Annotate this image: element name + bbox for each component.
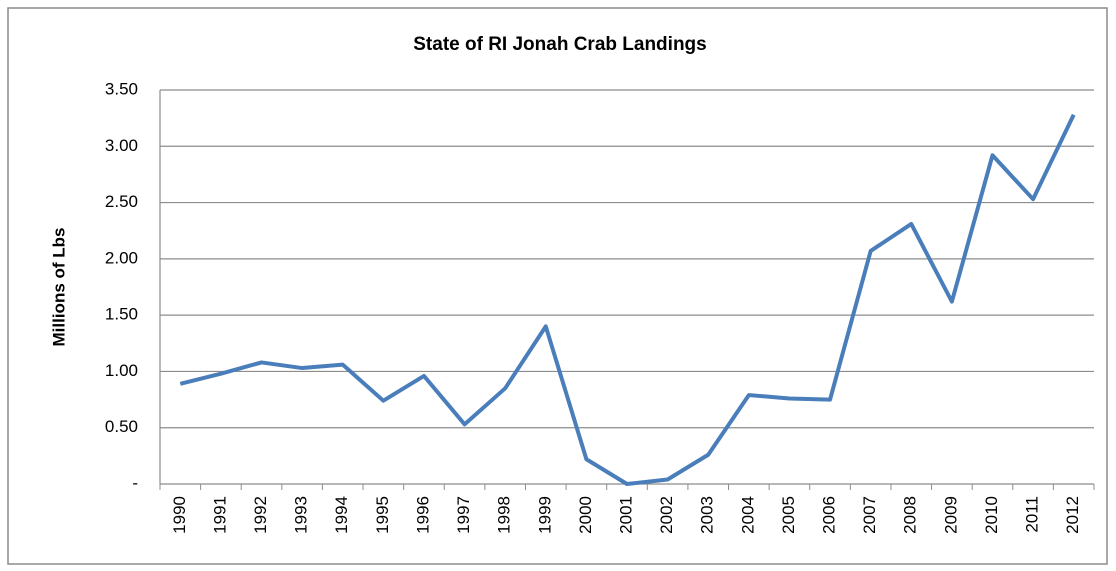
x-tick-label: 2000	[576, 496, 595, 534]
y-tick-label: -	[132, 473, 138, 492]
y-tick-label: 2.50	[105, 192, 138, 211]
y-axis-title: Millions of Lbs	[49, 228, 68, 347]
x-tick-label: 2003	[698, 496, 717, 534]
x-tick-label: 2011	[1023, 496, 1042, 533]
x-tick-label: 2006	[820, 496, 839, 534]
x-tick-label: 1994	[332, 496, 351, 534]
x-tick-label: 2008	[901, 496, 920, 534]
x-tick-label: 2012	[1063, 496, 1082, 534]
x-tick-label: 2009	[941, 496, 960, 534]
y-tick-label: 2.00	[105, 248, 138, 267]
x-tick-label: 1995	[373, 496, 392, 534]
chart-title: State of RI Jonah Crab Landings	[413, 34, 706, 55]
y-tick-label: 3.00	[105, 136, 138, 155]
y-tick-label: 3.50	[105, 79, 138, 98]
x-tick-label: 1990	[170, 496, 189, 534]
x-tick-label: 2001	[616, 496, 635, 534]
x-tick-label: 1999	[535, 496, 554, 534]
x-tick-label: 2010	[982, 496, 1001, 534]
x-tick-label: 1992	[251, 496, 270, 534]
data-line	[179, 113, 1076, 486]
x-tick-label: 2007	[860, 496, 879, 534]
x-tick-label: 1991	[210, 496, 229, 534]
x-tick-label: 1993	[292, 496, 311, 534]
y-tick-label: 1.00	[105, 361, 138, 380]
x-tick-label: 1997	[454, 496, 473, 534]
x-tick-label: 2005	[779, 496, 798, 534]
x-tick-label: 1998	[495, 496, 514, 534]
x-tick-label: 1996	[413, 496, 432, 534]
x-tick-label: 2004	[738, 496, 757, 534]
y-tick-label: 1.50	[105, 305, 138, 324]
chart-frame	[7, 7, 1108, 565]
x-tick-label: 2002	[657, 496, 676, 534]
y-tick-label: 0.50	[105, 417, 138, 436]
